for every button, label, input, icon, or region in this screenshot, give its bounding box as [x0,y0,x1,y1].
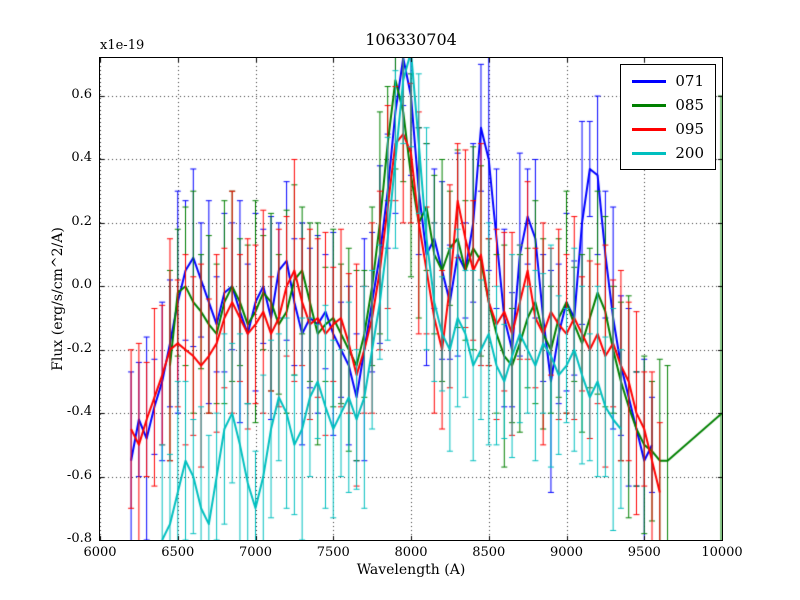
y-tick-label: -0.8 [66,531,92,546]
legend-label: 200 [675,144,704,162]
legend-entry: 200 [632,144,704,162]
y-tick-label: -0.6 [66,467,92,483]
y-tick-label: 0.0 [71,277,92,293]
legend-entry: 071 [632,72,704,90]
legend: 071 085 095 200 [620,64,716,170]
y-tick-label: 0.4 [71,150,92,166]
x-tick-labels: 6000 6500 7000 7500 8000 8500 9000 9500 10000 [83,545,742,565]
x-tick-label: 8500 [472,545,506,560]
x-tick-label: 6500 [161,545,195,560]
legend-entry: 095 [632,120,704,138]
x-tick-label: 6000 [83,545,117,560]
x-tick-label: 7500 [316,545,350,560]
y-tick-label: -0.2 [66,340,92,356]
x-tick-label: 7000 [238,545,273,560]
legend-line-sample [632,103,667,107]
y-tick-label: 0.2 [71,213,92,229]
y-tick-label: -0.4 [66,404,92,420]
y-tick-labels: -0.8 -0.6 -0.4 -0.2 0.0 0.2 0.4 0.6 [0,57,94,546]
legend-line-sample [632,79,667,83]
legend-label: 095 [675,120,704,138]
legend-label: 071 [675,72,704,90]
y-axis-offset-label: x1e-19 [100,38,145,53]
chart-canvas [100,58,722,540]
legend-label: 085 [675,96,704,114]
x-tick-label: 9000 [549,545,584,560]
plot-area: 071 085 095 200 [99,57,723,541]
legend-entry: 085 [632,96,704,114]
x-axis-label: Wavelength (A) [356,562,466,578]
legend-line-sample [632,127,667,131]
x-tick-label: 8000 [394,545,428,560]
chart-title: 106330704 [365,30,457,49]
x-tick-label: 10000 [701,545,743,560]
y-tick-label: 0.6 [71,87,92,103]
x-tick-label: 9500 [627,545,661,560]
legend-line-sample [632,151,667,155]
